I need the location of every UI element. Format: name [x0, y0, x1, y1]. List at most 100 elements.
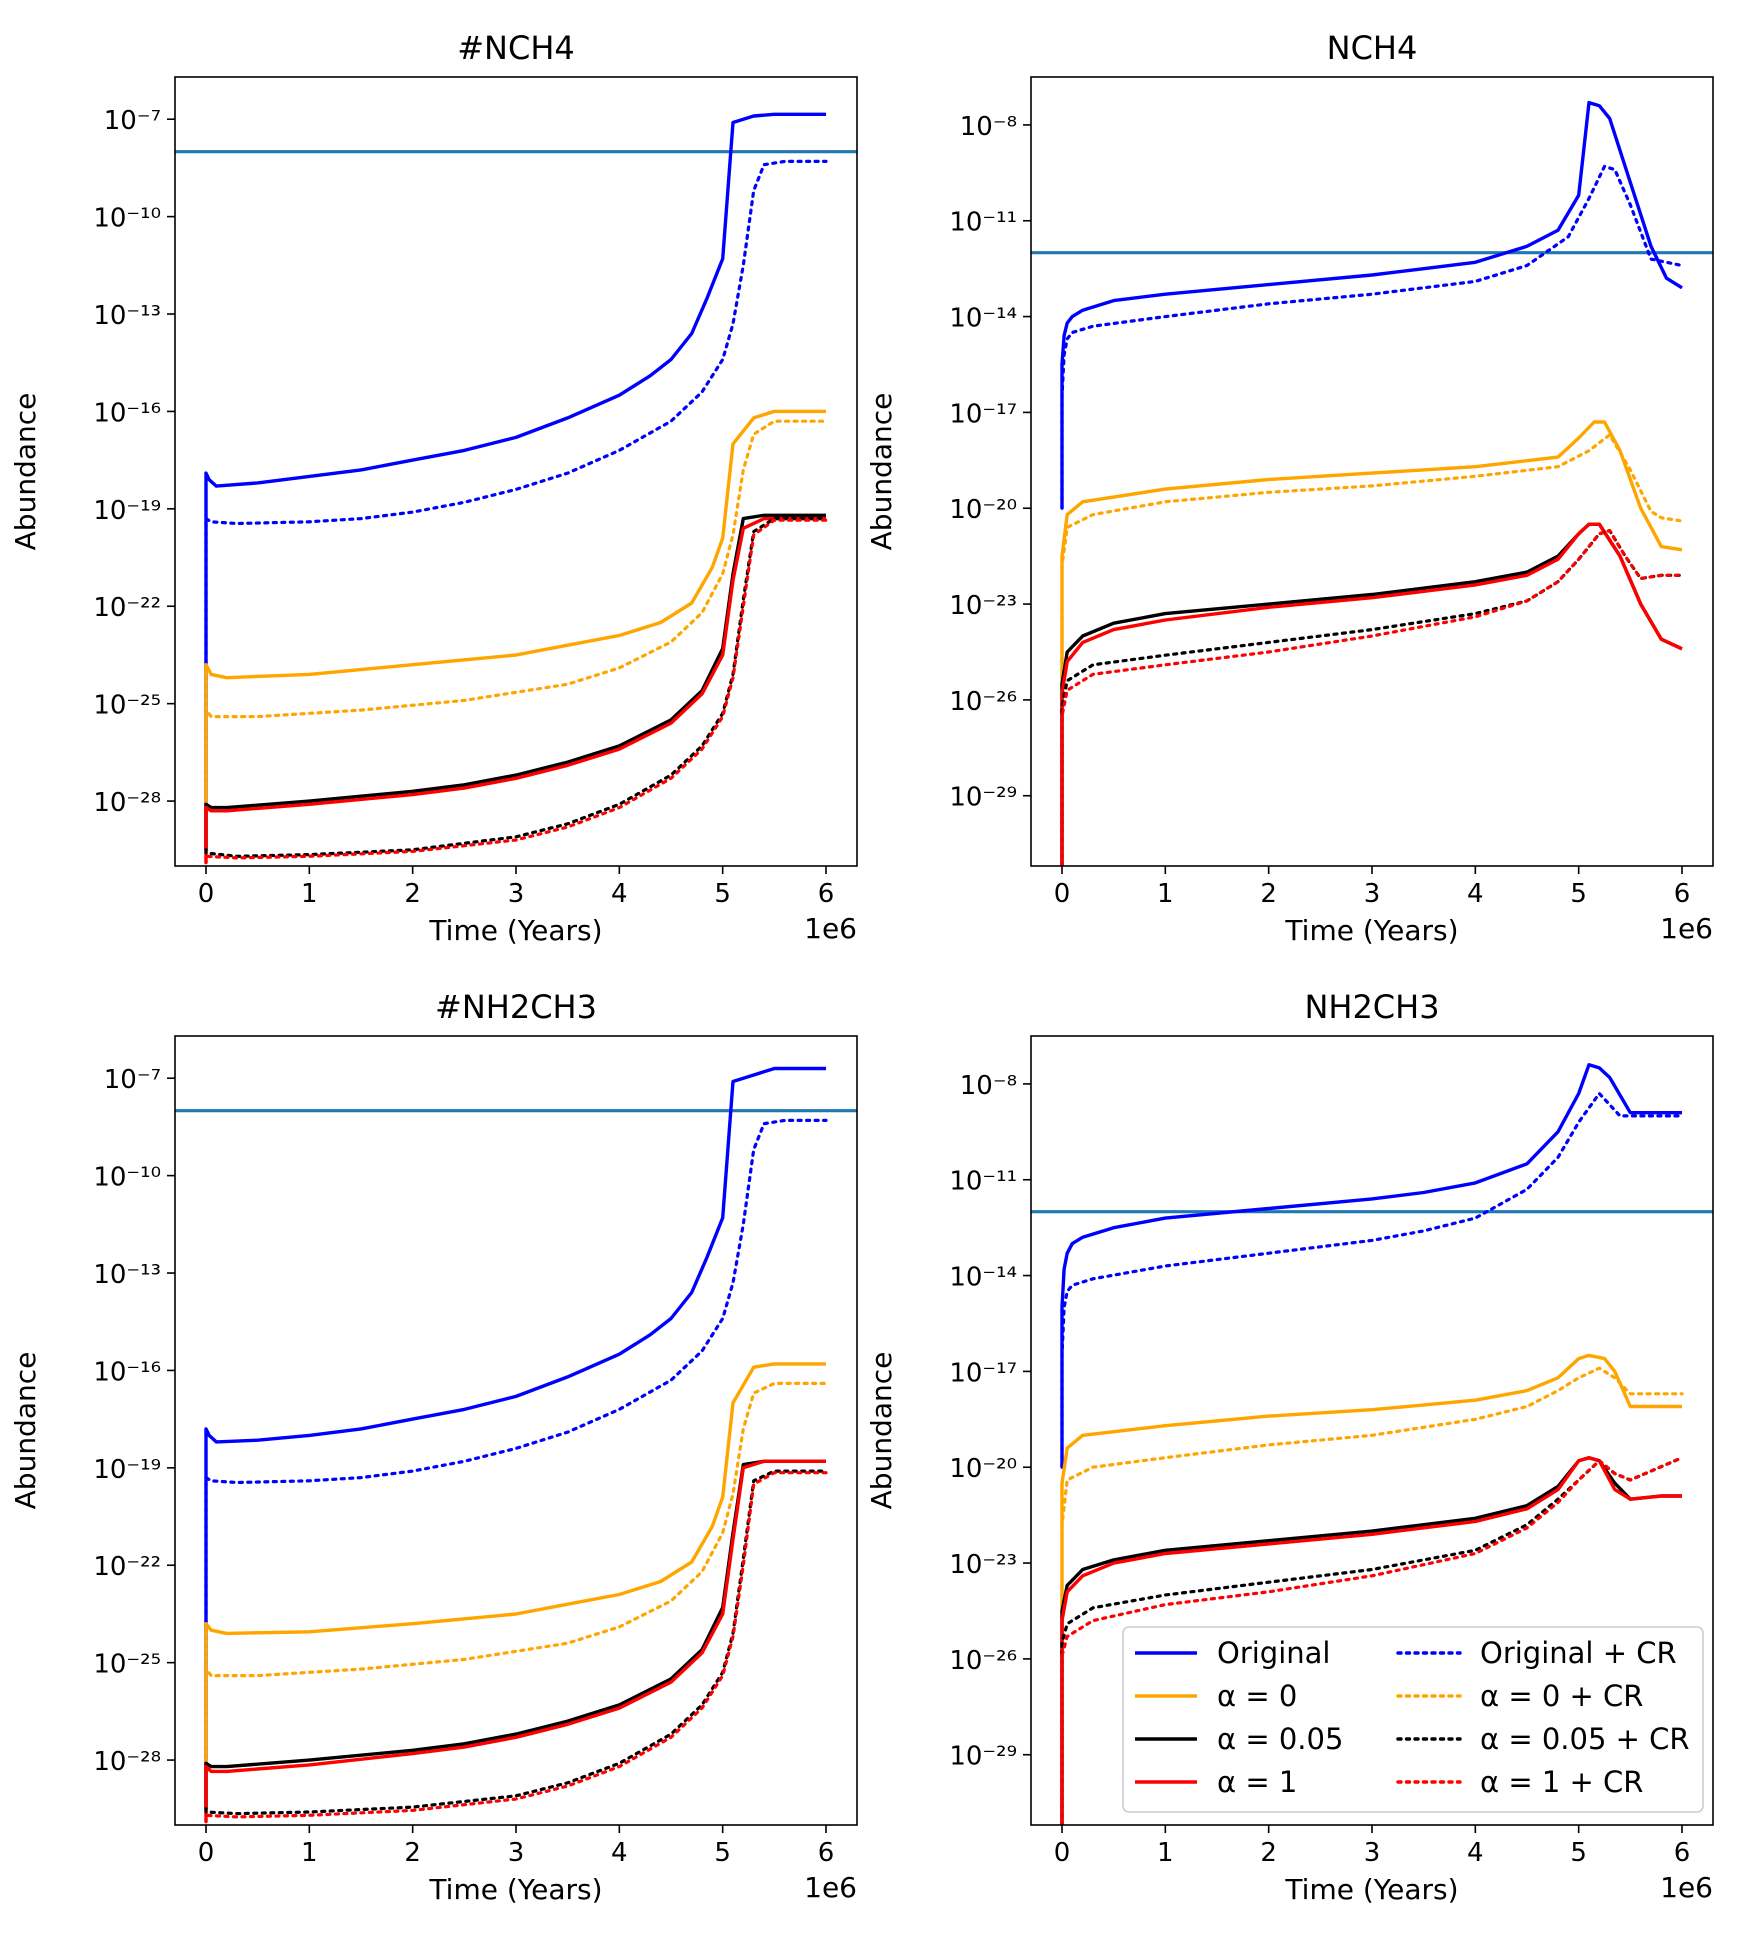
y-tick-label: 10⁻²⁶ [949, 687, 1017, 717]
x-tick-label: 5 [714, 879, 731, 909]
x-tick-label: 4 [611, 879, 628, 909]
y-tick-label: 10⁻²⁹ [949, 783, 1017, 813]
y-axis-label: Abundance [9, 393, 42, 551]
y-tick-label: 10⁻¹⁴ [949, 304, 1017, 334]
y-tick-label: 10⁻²⁸ [93, 788, 161, 818]
x-axis-label: Time (Years) [428, 914, 602, 947]
series-line-original [204, 1066, 826, 1809]
legend-label: α = 1 [1217, 1765, 1297, 1799]
y-tick-label: 10⁻²⁵ [93, 1650, 161, 1680]
y-tick-label: 10⁻²⁸ [93, 1747, 161, 1777]
y-tick-label: 10⁻²² [93, 1552, 161, 1582]
panel-3: NH2CH3 0 1 2 3 4 5 6 10⁻²⁹ 10⁻²⁶ 10⁻²³ 10⁻²⁰ 10⁻¹⁷ 10… [865, 988, 1714, 1906]
x-tick-label: 6 [1674, 1838, 1691, 1868]
x-tick-label: 6 [818, 1838, 835, 1868]
y-tick-label: 10⁻²² [93, 593, 161, 623]
series-line-1-cr [1060, 1456, 1684, 1825]
series-line-original-cr [1060, 1091, 1684, 1469]
y-tick-label: 10⁻²⁵ [93, 691, 161, 721]
legend-frame [1122, 1626, 1704, 1813]
x-tick-label: 3 [1364, 1838, 1381, 1868]
chart-title: NCH4 [1327, 29, 1418, 67]
x-tick-label: 0 [198, 879, 215, 909]
y-axis-label: Abundance [865, 393, 898, 551]
series-line-original-cr [204, 1118, 828, 1811]
series-line-0-cr [204, 1381, 828, 1811]
legend-label: Original + CR [1480, 1636, 1677, 1670]
x-tick-label: 6 [818, 879, 835, 909]
series-line-0 [204, 409, 826, 850]
series-line-0 [204, 1362, 826, 1809]
x-tick-label: 0 [1054, 1838, 1071, 1868]
y-tick-label: 10⁻⁷ [104, 106, 161, 136]
x-tick-label: 4 [611, 1838, 628, 1868]
y-axis-label: Abundance [865, 1352, 898, 1510]
chart-title: #NCH4 [457, 29, 575, 67]
y-tick-label: 10⁻¹⁴ [949, 1263, 1017, 1293]
y-tick-label: 10⁻¹³ [93, 1260, 161, 1290]
y-tick-label: 10⁻¹⁰ [93, 204, 161, 234]
x-axis-label: Time (Years) [428, 1873, 602, 1906]
series-line-0-05-cr [1060, 1456, 1684, 1825]
series-line-0 [1060, 420, 1683, 866]
y-tick-label: 10⁻²⁹ [949, 1742, 1017, 1772]
legend-label: α = 0.05 + CR [1480, 1722, 1690, 1756]
panel-2: #NH2CH3 0 1 2 3 4 5 6 10⁻²⁸ 10⁻²⁵ 10⁻²² 10⁻¹⁹ 10⁻¹⁶ 1… [9, 988, 858, 1906]
x-axis-label: Time (Years) [1284, 1873, 1458, 1906]
y-tick-label: 10⁻¹¹ [949, 208, 1017, 238]
x-tick-label: 0 [198, 1838, 215, 1868]
x-tick-label: 6 [1674, 879, 1691, 909]
series-line-1-cr [204, 518, 828, 865]
series-line-0 [1060, 1353, 1682, 1825]
series-line-0-cr [1060, 1366, 1684, 1825]
x-offset-label: 1e6 [804, 1871, 857, 1904]
y-tick-label: 10⁻¹⁶ [93, 1357, 161, 1387]
legend-label: Original [1217, 1636, 1330, 1670]
data-layer [175, 1066, 857, 1824]
x-tick-label: 1 [301, 1838, 318, 1868]
x-tick-label: 1 [1157, 879, 1174, 909]
y-tick-label: 10⁻²³ [949, 591, 1017, 621]
chart-title: NH2CH3 [1304, 988, 1439, 1026]
y-tick-label: 10⁻²⁶ [949, 1646, 1017, 1676]
chart-title: #NH2CH3 [435, 988, 597, 1026]
y-tick-label: 10⁻²³ [949, 1550, 1017, 1580]
x-tick-label: 1 [1157, 1838, 1174, 1868]
series-line-1 [204, 516, 826, 863]
y-tick-label: 10⁻⁸ [960, 112, 1017, 142]
y-tick-label: 10⁻²⁰ [949, 1454, 1017, 1484]
y-tick-label: 10⁻¹¹ [949, 1167, 1017, 1197]
x-offset-label: 1e6 [1660, 912, 1713, 945]
data-layer [175, 112, 857, 865]
data-layer [1031, 1063, 1713, 1825]
x-tick-label: 3 [508, 879, 525, 909]
series-line-0-05-cr [204, 517, 828, 858]
series-line-1 [1060, 522, 1683, 866]
y-tick-label: 10⁻¹⁷ [949, 399, 1017, 429]
x-offset-label: 1e6 [1660, 1871, 1713, 1904]
x-tick-label: 1 [301, 879, 318, 909]
x-tick-label: 0 [1054, 879, 1071, 909]
x-tick-label: 2 [404, 879, 421, 909]
y-tick-label: 10⁻¹³ [93, 301, 161, 331]
y-tick-label: 10⁻⁸ [960, 1071, 1017, 1101]
x-tick-label: 5 [1570, 879, 1587, 909]
y-tick-label: 10⁻¹⁹ [93, 1455, 161, 1485]
x-tick-label: 4 [1467, 1838, 1484, 1868]
series-line-0-05 [1060, 1456, 1682, 1825]
series-line-1 [204, 1459, 826, 1822]
series-line-0-cr [204, 419, 828, 852]
y-tick-label: 10⁻¹⁷ [949, 1358, 1017, 1388]
x-tick-label: 2 [1260, 879, 1277, 909]
y-axis-label: Abundance [9, 1352, 42, 1510]
legend-label: α = 0 + CR [1480, 1679, 1643, 1713]
y-tick-label: 10⁻¹⁰ [93, 1163, 161, 1193]
y-tick-label: 10⁻⁷ [104, 1065, 161, 1095]
x-tick-label: 5 [1570, 1838, 1587, 1868]
series-line-original [1060, 1063, 1682, 1468]
panel-1: NCH4 0 1 2 3 4 5 6 10⁻²⁹ 10⁻²⁶ 10⁻²³ 10⁻²⁰ 10⁻¹⁷ 10⁻¹… [865, 29, 1714, 947]
legend: Original α = 0 α = 0.05 α = 1 Original + CR α… [1122, 1626, 1704, 1813]
y-tick-label: 10⁻¹⁶ [93, 398, 161, 428]
